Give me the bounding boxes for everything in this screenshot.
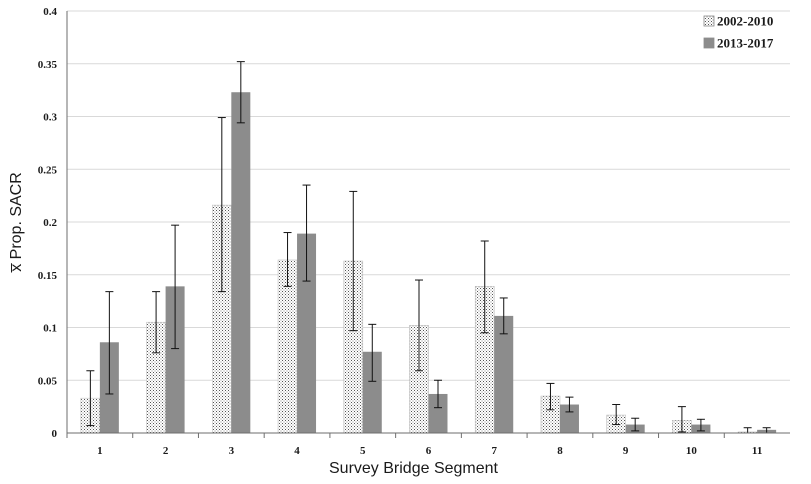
bar-2013-2017-seg-2 xyxy=(165,286,185,433)
error-bars xyxy=(86,61,771,434)
x-tick-label: 3 xyxy=(229,445,235,457)
x-tick-label: 2 xyxy=(163,445,169,457)
bars xyxy=(80,92,777,434)
y-tick-label: 0.35 xyxy=(38,59,58,71)
legend-swatch-2002-2010 xyxy=(703,15,715,27)
axes xyxy=(66,11,790,438)
x-tick-label: 4 xyxy=(294,445,300,457)
bar-2013-2017-seg-7 xyxy=(494,315,514,433)
bar-2013-2017-seg-8 xyxy=(559,404,579,433)
y-axis-title: x̅ Prop. SACR xyxy=(8,172,25,273)
y-tick-label: 0.15 xyxy=(38,270,58,282)
y-tick-label: 0.3 xyxy=(43,112,57,124)
x-tick-label: 8 xyxy=(557,445,563,457)
legend-label: 2002-2010 xyxy=(717,14,773,29)
y-tick-label: 0.05 xyxy=(38,375,58,387)
bar-2013-2017-seg-6 xyxy=(428,393,448,433)
x-tick-label: 1 xyxy=(97,445,103,457)
x-tick-label: 10 xyxy=(686,445,698,457)
legend: 2002-2010 2013-2017 xyxy=(703,14,774,51)
y-tick-label: 0 xyxy=(52,428,58,440)
x-tick-label: 9 xyxy=(623,445,629,457)
y-tick-label: 0.25 xyxy=(38,164,58,176)
axis-labels: 0 0.05 0.1 0.15 0.2 0.25 0.3 0.35 0.4 1 2 3 4 5 6 7 8 9 10… xyxy=(8,6,762,477)
bar-2013-2017-seg-5 xyxy=(362,351,382,433)
y-tick-label: 0.1 xyxy=(43,323,57,335)
y-tick-label: 0.4 xyxy=(43,6,57,18)
legend-label: 2013-2017 xyxy=(717,36,774,51)
bar-2013-2017-seg-4 xyxy=(297,233,317,433)
bar-2013-2017-seg-3 xyxy=(231,92,251,434)
legend-swatch-2013-2017 xyxy=(703,37,715,49)
x-tick-label: 6 xyxy=(426,445,432,457)
x-tick-label: 5 xyxy=(360,445,366,457)
y-tick-label: 0.2 xyxy=(43,217,57,229)
x-tick-label: 11 xyxy=(752,445,762,457)
x-axis-title: Survey Bridge Segment xyxy=(329,460,499,477)
grid-lines xyxy=(67,10,790,381)
x-tick-label: 7 xyxy=(491,445,497,457)
